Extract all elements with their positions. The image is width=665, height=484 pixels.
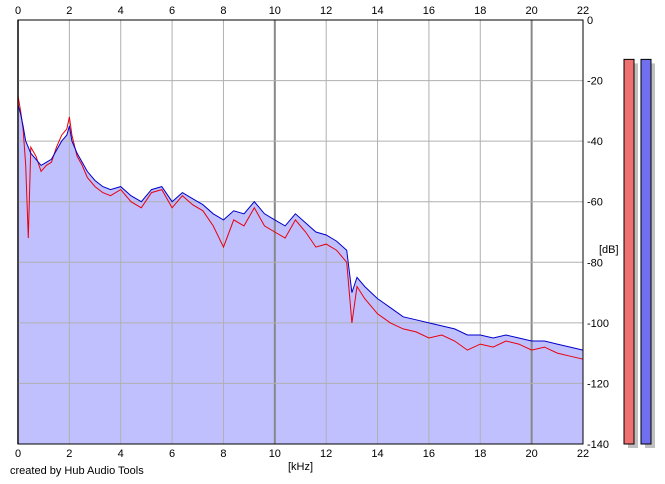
x-tick-label-bottom: 18 — [474, 448, 486, 460]
left-level-meter — [623, 58, 635, 445]
x-tick-label-bottom: 12 — [320, 448, 332, 460]
x-tick-label-bottom: 10 — [269, 448, 281, 460]
x-tick-label-top: 2 — [66, 5, 72, 17]
x-tick-label-bottom: 22 — [577, 448, 589, 460]
axis-ticks: 002244668810101212141416161818202022220-… — [15, 5, 609, 460]
x-tick-label-top: 10 — [269, 5, 281, 17]
right-channel-line — [17, 104, 584, 351]
y-tick-label: -20 — [587, 76, 603, 88]
x-tick-label-top: 14 — [371, 5, 383, 17]
x-tick-label-bottom: 14 — [371, 448, 383, 460]
x-tick-label-top: 0 — [15, 5, 21, 17]
y-tick-label: -100 — [587, 318, 609, 330]
x-tick-label-top: 18 — [474, 5, 486, 17]
x-tick-label-top: 16 — [423, 5, 435, 17]
right-level-meter — [640, 58, 652, 445]
x-tick-label-bottom: 4 — [118, 448, 124, 460]
x-tick-label-bottom: 16 — [423, 448, 435, 460]
y-tick-label: -60 — [587, 197, 603, 209]
x-tick-label-top: 8 — [220, 5, 226, 17]
x-tick-label-bottom: 2 — [66, 448, 72, 460]
x-tick-label-bottom: 20 — [526, 448, 538, 460]
x-tick-label-top: 4 — [118, 5, 124, 17]
x-tick-label-top: 22 — [577, 5, 589, 17]
y-tick-label: -80 — [587, 257, 603, 269]
x-axis-label: [kHz] — [288, 461, 313, 473]
x-tick-label-top: 20 — [526, 5, 538, 17]
y-tick-label: -140 — [587, 439, 609, 451]
y-tick-label: -120 — [587, 378, 609, 390]
x-tick-label-bottom: 8 — [220, 448, 226, 460]
x-tick-label-bottom: 0 — [15, 448, 21, 460]
y-tick-label: -40 — [587, 136, 603, 148]
plot-frame — [17, 19, 584, 445]
y-tick-label: 0 — [587, 15, 593, 27]
x-tick-label-top: 6 — [169, 5, 175, 17]
credit-text: created by Hub Audio Tools — [10, 465, 144, 477]
x-tick-label-top: 12 — [320, 5, 332, 17]
x-tick-label-bottom: 6 — [169, 448, 175, 460]
spectrum-fill — [18, 104, 583, 445]
left-channel-line — [17, 95, 584, 360]
y-axis-label: [dB] — [599, 244, 619, 256]
